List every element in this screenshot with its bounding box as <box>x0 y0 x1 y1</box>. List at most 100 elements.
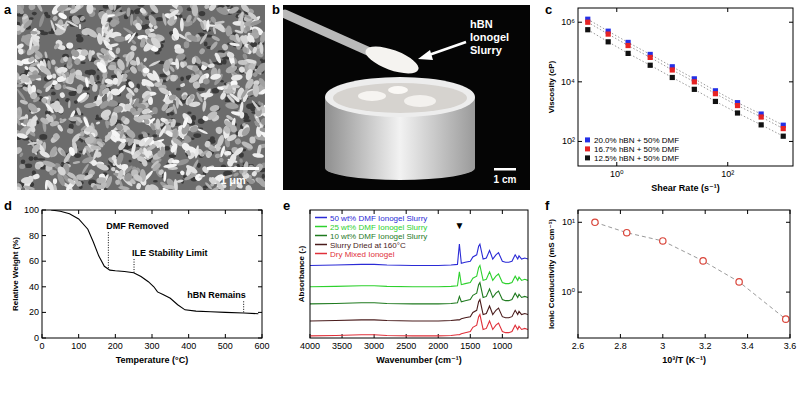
data-point <box>592 219 598 225</box>
grain <box>100 47 109 55</box>
grain <box>142 67 149 73</box>
grain <box>17 117 22 126</box>
y-tick-label: 100 <box>24 205 39 215</box>
grain <box>84 26 99 39</box>
pore <box>74 100 78 104</box>
grain <box>88 50 92 62</box>
legend-label: 10 wt% DMF Ionogel Slurry <box>330 232 427 241</box>
grain <box>183 173 196 182</box>
grain <box>76 116 84 124</box>
x-tick-label: 3 <box>660 341 665 351</box>
grain <box>214 52 223 64</box>
grain <box>24 65 30 70</box>
annotation: hBN Remains <box>187 290 246 300</box>
x-tick <box>727 8 728 12</box>
photo-annotation: hBNIonogelSlurry <box>470 18 509 56</box>
grain <box>216 134 225 148</box>
grain <box>125 54 131 67</box>
pore <box>243 119 250 122</box>
legend-swatch <box>315 235 327 237</box>
grain <box>125 91 134 100</box>
x-tick-label: 10² <box>721 169 734 179</box>
grain <box>56 146 66 157</box>
grain <box>67 177 76 185</box>
y-tick-label: 10² <box>562 136 575 146</box>
grain <box>189 125 199 134</box>
grain <box>199 71 202 75</box>
grain <box>156 118 161 129</box>
arrow-shaft <box>426 42 466 56</box>
x-tick <box>747 210 748 214</box>
grain <box>148 5 160 14</box>
grain <box>149 122 156 131</box>
grain <box>33 45 40 52</box>
plot-area <box>585 17 786 139</box>
grain <box>226 94 236 104</box>
grain <box>104 27 115 41</box>
leader-line <box>134 259 135 273</box>
grain <box>33 35 41 40</box>
data-point <box>606 39 611 44</box>
grain <box>83 173 93 181</box>
grain <box>244 68 253 81</box>
x-tick <box>188 334 189 338</box>
y-tick <box>578 22 582 23</box>
grain <box>245 25 251 32</box>
pore <box>137 5 144 7</box>
grain <box>17 106 23 120</box>
data-point <box>624 229 630 235</box>
grain <box>100 12 110 26</box>
grain <box>221 43 229 52</box>
grain <box>180 141 191 152</box>
x-tick <box>438 210 439 214</box>
annotation: ILE Stability Limit <box>132 248 208 258</box>
grain <box>210 73 222 81</box>
grain <box>254 61 265 76</box>
x-tick-label: 400 <box>181 341 196 351</box>
grain <box>72 160 80 164</box>
grain <box>54 23 66 32</box>
y-tick-label: 0 <box>34 333 39 343</box>
pore <box>193 133 201 138</box>
scale-bar <box>207 167 259 170</box>
grain <box>190 94 194 99</box>
grain <box>84 136 94 145</box>
data-point <box>781 126 786 131</box>
grain <box>156 118 161 131</box>
grain <box>191 5 198 17</box>
grain <box>49 169 55 176</box>
x-tick-label: 300 <box>144 341 159 351</box>
y-axis-title: Absorbance (-) <box>297 245 306 302</box>
grain <box>49 169 57 175</box>
grain <box>231 63 235 68</box>
plot-area <box>310 244 528 336</box>
grain <box>51 59 57 65</box>
grain <box>238 60 248 65</box>
grain <box>96 121 101 125</box>
grain <box>191 57 196 65</box>
grain <box>29 61 40 68</box>
grain <box>28 175 35 181</box>
annotation: DMF Removed <box>106 221 169 231</box>
y-tick-label: 10¹ <box>562 217 575 227</box>
x-axis-title: Wavenumber (cm⁻¹) <box>376 355 461 365</box>
grain <box>106 42 119 48</box>
grain <box>163 59 171 72</box>
grain <box>76 91 89 103</box>
grain <box>204 140 212 148</box>
pore <box>191 115 196 121</box>
grain <box>59 118 67 124</box>
grain <box>130 13 134 26</box>
series-line <box>310 283 528 304</box>
grain <box>22 18 33 29</box>
grain <box>217 86 225 91</box>
grain <box>204 5 211 10</box>
legend-swatch <box>315 226 327 228</box>
grain <box>198 47 206 55</box>
pore <box>197 88 205 92</box>
grain <box>124 69 131 74</box>
plot-frame <box>310 210 528 338</box>
pore <box>87 70 96 76</box>
grain <box>17 25 21 31</box>
legend-swatch <box>585 137 590 142</box>
